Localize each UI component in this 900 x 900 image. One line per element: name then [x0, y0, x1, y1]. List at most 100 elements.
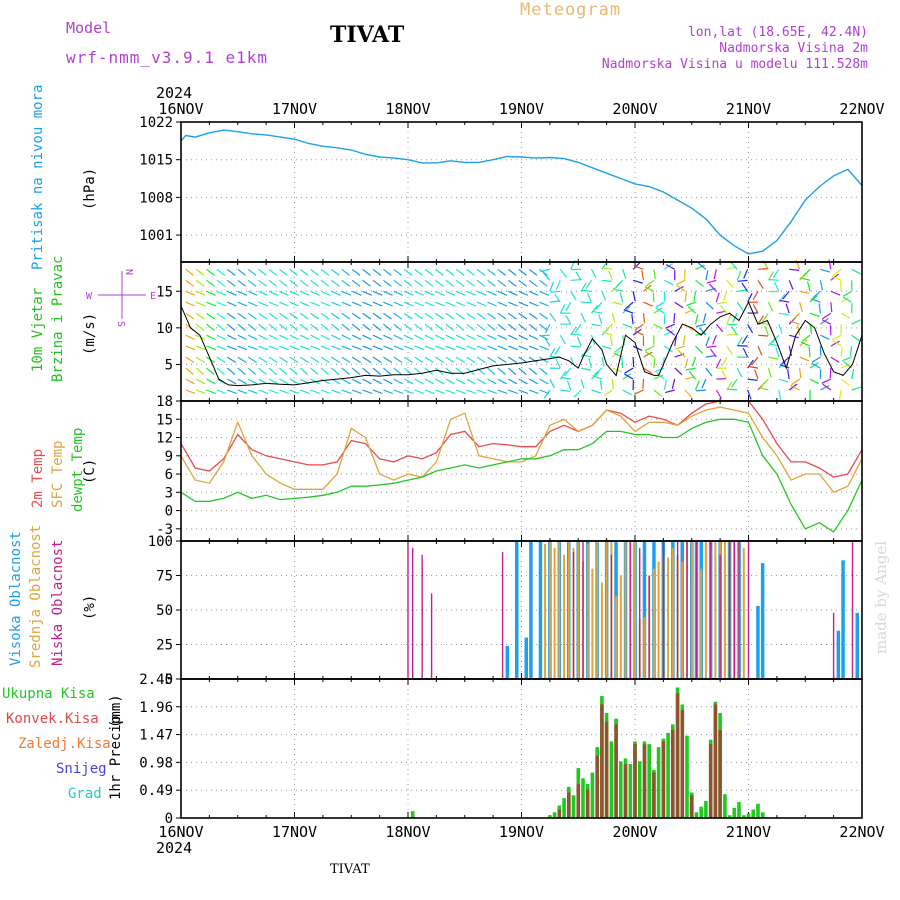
- wind-barb: [310, 323, 319, 331]
- wind-barb: [289, 356, 299, 364]
- wind-barb: [341, 356, 351, 364]
- wind-barb: [570, 345, 581, 348]
- wind-barb: [331, 345, 341, 351]
- wind-barb: [768, 356, 779, 360]
- wind-barb: [310, 334, 320, 341]
- wind-barb: [403, 367, 413, 375]
- wind-barb: [476, 334, 487, 341]
- wind-barb: [206, 312, 216, 320]
- wind-barb: [560, 376, 571, 380]
- wind-barb: [778, 312, 789, 316]
- wind-barb: [258, 334, 268, 341]
- wind-barb: [258, 356, 268, 364]
- low-cloud-bar: [407, 543, 409, 679]
- wind-barb: [487, 356, 497, 364]
- wind-barb: [216, 279, 226, 287]
- conv-rain-bar: [675, 693, 680, 818]
- wind-barb: [487, 290, 497, 296]
- wind-barb: [299, 301, 310, 307]
- wind-barb: [622, 373, 632, 380]
- wind-barb: [789, 268, 800, 271]
- wind-barb: [424, 268, 434, 276]
- wind-barb: [767, 338, 776, 347]
- footer-station: TIVAT: [330, 862, 370, 877]
- wind-barb: [653, 374, 664, 380]
- wind-barb: [778, 389, 782, 401]
- wind-barb: [237, 378, 247, 385]
- legend-snow: Snijeg: [56, 761, 107, 777]
- wind-barb: [206, 323, 215, 331]
- wind-barb: [518, 323, 527, 331]
- wind-barb: [226, 356, 237, 364]
- mid-cloud-bar: [619, 575, 622, 679]
- wind-barb: [539, 290, 549, 296]
- wind-barb: [476, 312, 486, 320]
- wind-barb: [701, 378, 707, 389]
- wind-barb: [216, 378, 226, 385]
- wind-barb: [393, 268, 403, 276]
- wind-barb: [840, 347, 843, 358]
- wind-barb: [341, 345, 352, 351]
- precip-unit: (mm): [108, 694, 124, 728]
- date-label-bottom: 18NOV: [385, 823, 430, 841]
- wind-barb: [320, 356, 330, 364]
- y-tick-label: 5: [165, 357, 173, 373]
- wind-barb: [247, 334, 258, 341]
- wind-barb: [554, 345, 561, 355]
- wind-barb: [227, 378, 237, 385]
- wind-barb: [216, 323, 226, 331]
- wind-barb: [268, 367, 277, 375]
- wind-barb: [455, 356, 465, 364]
- wind-barb: [226, 367, 236, 375]
- wind-barb: [289, 389, 300, 395]
- wind-barb: [752, 291, 759, 301]
- wind-barb: [603, 389, 613, 397]
- date-label-top: 16NOV: [158, 100, 203, 118]
- wind-barb: [598, 314, 603, 325]
- wind-barb: [237, 356, 247, 364]
- wind-barb: [673, 313, 676, 324]
- wind-barb: [268, 268, 278, 276]
- wind-barb: [268, 378, 278, 385]
- wind-barb: [663, 314, 666, 325]
- wind-barb: [539, 378, 549, 385]
- wind-barb: [565, 301, 572, 312]
- wind-barb: [206, 279, 215, 287]
- wind-barb: [487, 334, 497, 341]
- wind-barb: [591, 323, 602, 327]
- y-tick-label: 50: [156, 603, 173, 619]
- wind-barb: [832, 334, 842, 341]
- pressure-line: [180, 129, 863, 255]
- wind-barb: [372, 334, 383, 341]
- wind-barb: [539, 268, 548, 276]
- wind-barb: [372, 301, 383, 307]
- date-label-bottom: 17NOV: [272, 823, 317, 841]
- wind-barb: [705, 354, 716, 358]
- wind-barb: [809, 312, 820, 318]
- wind-barb: [383, 312, 392, 320]
- conv-rain-bar: [576, 784, 581, 818]
- wind-barb: [737, 345, 748, 347]
- wind-barb: [310, 301, 321, 307]
- wind-barb: [652, 292, 655, 303]
- wind-barb: [751, 356, 759, 366]
- wind-barb: [592, 375, 603, 380]
- wind-barb: [604, 323, 613, 332]
- wind-barb: [227, 290, 237, 296]
- wind-barb: [476, 389, 487, 395]
- wind-barb: [799, 356, 810, 362]
- wind-barb: [227, 301, 237, 307]
- wind-barb: [247, 356, 257, 364]
- wind-barb: [393, 345, 404, 351]
- wind-barb: [487, 268, 496, 276]
- wind-barb: [393, 290, 404, 296]
- wind-barb: [778, 360, 787, 369]
- wind-barb: [227, 334, 237, 341]
- wind-barb: [664, 389, 675, 394]
- conv-rain-bar: [604, 721, 609, 818]
- wind-barb: [372, 290, 383, 296]
- wind-barb: [779, 299, 790, 303]
- wind-barb: [702, 313, 707, 324]
- temp-2m-line: [180, 400, 863, 478]
- legend-frozen-rain: Zaledj.Kisa: [18, 736, 111, 752]
